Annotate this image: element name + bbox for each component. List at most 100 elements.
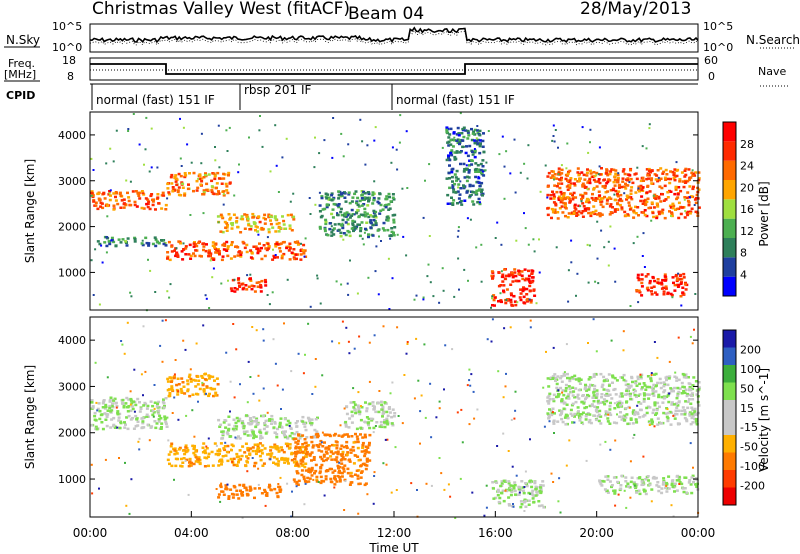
heatmap-cell	[191, 409, 194, 412]
heatmap-cell	[643, 414, 647, 417]
heatmap-cell	[517, 269, 521, 272]
heatmap-cell	[339, 210, 343, 214]
heatmap-cell	[690, 416, 694, 420]
heatmap-cell	[665, 483, 669, 486]
heatmap-cell	[261, 444, 265, 447]
heatmap-cell	[169, 283, 172, 286]
heatmap-cell	[182, 339, 185, 342]
heatmap-cell	[167, 191, 171, 194]
heatmap-cell	[651, 275, 655, 279]
heatmap-cell	[245, 288, 249, 291]
heatmap-cell	[518, 491, 521, 494]
heatmap-cell	[174, 174, 178, 177]
heatmap-cell	[237, 435, 240, 438]
heatmap-cell	[213, 174, 217, 178]
heatmap-cell	[573, 203, 577, 207]
heatmap-cell	[482, 132, 485, 135]
heatmap-cell	[362, 190, 366, 194]
heatmap-cell	[177, 418, 180, 421]
heatmap-cell	[142, 207, 146, 210]
heatmap-cell	[107, 240, 111, 243]
heatmap-cell	[358, 410, 362, 414]
heatmap-cell	[501, 280, 505, 283]
heatmap-cell	[568, 200, 572, 203]
heatmap-cell	[664, 376, 668, 379]
heatmap-cell	[535, 302, 538, 305]
heatmap-cell	[108, 399, 112, 402]
heatmap-cell	[251, 449, 255, 453]
heatmap-cell	[164, 420, 168, 424]
heatmap-cell	[97, 402, 101, 405]
heatmap-cell	[520, 503, 524, 506]
heatmap-cell	[567, 393, 571, 396]
heatmap-cell	[356, 446, 360, 450]
heatmap-cell	[598, 480, 602, 484]
heatmap-cell	[114, 195, 117, 199]
heatmap-cell	[480, 243, 483, 246]
heatmap-cell	[502, 396, 505, 399]
heatmap-cell	[225, 222, 229, 225]
heatmap-cell	[189, 377, 193, 381]
heatmap-cell	[629, 460, 632, 463]
heatmap-cell	[629, 480, 633, 484]
heatmap-cell	[647, 206, 651, 210]
heatmap-cell	[628, 174, 632, 177]
heatmap-cell	[249, 417, 252, 420]
heatmap-cell	[453, 155, 457, 159]
heatmap-cell	[134, 424, 138, 428]
colorbar-tick-label: -50	[740, 441, 758, 454]
heatmap-cell	[225, 351, 228, 354]
heatmap-cell	[306, 476, 310, 480]
heatmap-cell	[130, 402, 134, 405]
heatmap-cell	[690, 406, 694, 409]
heatmap-cell	[98, 487, 100, 490]
heatmap-cell	[299, 462, 303, 465]
heatmap-cell	[668, 410, 672, 414]
heatmap-cell	[205, 182, 209, 186]
heatmap-cell	[675, 207, 679, 211]
heatmap-cell	[288, 258, 292, 261]
heatmap-cell	[233, 396, 236, 399]
heatmap-cell	[276, 256, 279, 259]
heatmap-cell	[96, 409, 99, 412]
heatmap-cell	[192, 446, 196, 449]
heatmap-cell	[360, 405, 362, 408]
heatmap-cell	[457, 226, 460, 229]
heatmap-cell	[205, 445, 208, 448]
heatmap-cell	[110, 418, 114, 421]
heatmap-cell	[657, 489, 661, 493]
heatmap-cell	[152, 415, 155, 418]
heatmap-cell	[455, 169, 459, 173]
heatmap-cell	[457, 257, 460, 260]
heatmap-cell	[636, 404, 639, 407]
heatmap-cell	[245, 213, 249, 217]
heatmap-cell	[251, 457, 254, 459]
heatmap-cell	[235, 463, 239, 467]
heatmap-cell	[646, 375, 650, 378]
heatmap-cell	[184, 245, 188, 248]
heatmap-cell	[336, 464, 340, 468]
heatmap-cell	[658, 178, 661, 182]
heatmap-cell	[163, 415, 167, 418]
heatmap-cell	[194, 379, 197, 382]
heatmap-cell	[325, 197, 329, 200]
heatmap-cell	[566, 376, 569, 380]
heatmap-cell	[110, 239, 113, 242]
heatmap-cell	[501, 273, 505, 276]
heatmap-cell	[661, 278, 665, 282]
heatmap-cell	[384, 438, 387, 441]
heatmap-cell	[256, 250, 260, 253]
heatmap-cell	[290, 458, 294, 462]
heatmap-cell	[164, 203, 168, 207]
heatmap-cell	[568, 379, 572, 383]
heatmap-cell	[279, 488, 283, 492]
heatmap-cell	[684, 288, 688, 291]
heatmap-cell	[147, 242, 151, 245]
heatmap-cell	[429, 382, 432, 385]
heatmap-cell	[594, 372, 598, 376]
heatmap-cell	[616, 192, 619, 196]
heatmap-cell	[615, 180, 619, 184]
heatmap-cell	[237, 455, 241, 458]
heatmap-cell	[628, 406, 631, 409]
heatmap-cell	[633, 413, 637, 416]
